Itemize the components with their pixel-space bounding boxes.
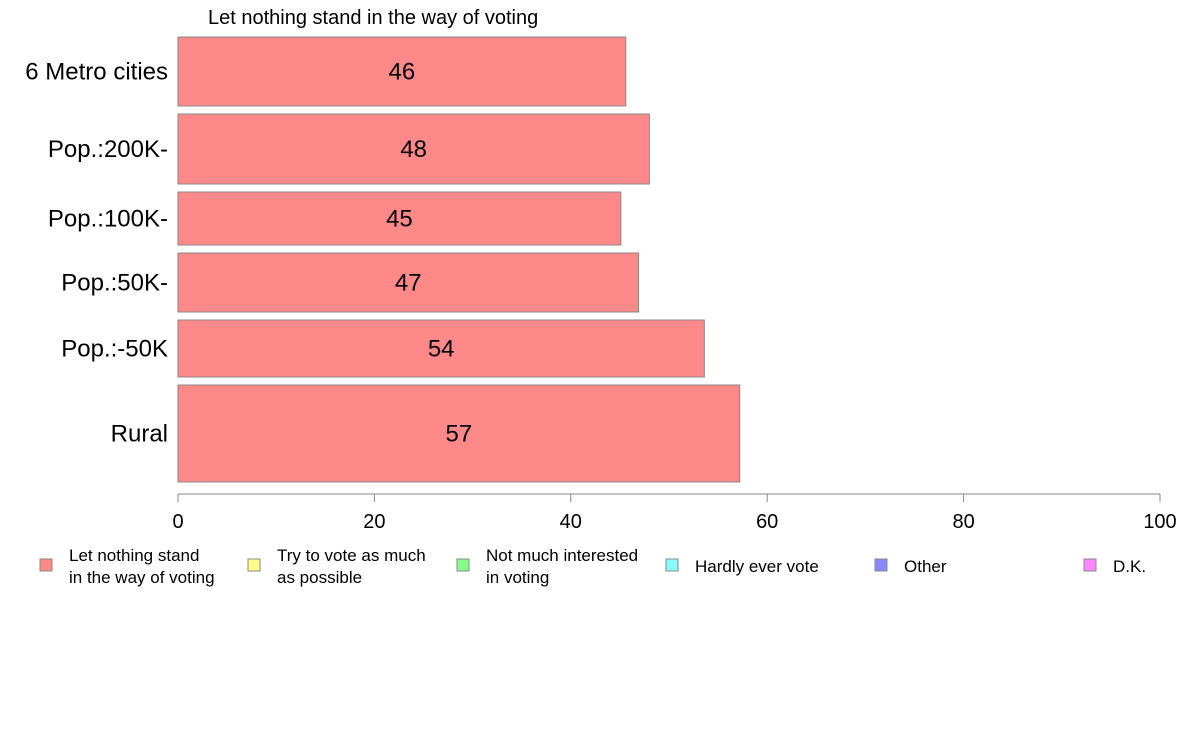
x-tick-label: 0: [172, 511, 183, 533]
legend: Let nothing stand in the way of voting Try…: [39, 546, 1146, 587]
bar: [177, 319, 705, 378]
data-label: 46: [389, 59, 416, 86]
category-label: Pop.:200K-: [48, 136, 168, 163]
bar: [177, 36, 627, 107]
x-tick-label: 60: [756, 511, 778, 533]
data-label: 54: [428, 336, 455, 363]
bars-group: 6 Metro cities 46 Pop.:200K- 48 Pop.:100K- 45…: [25, 36, 741, 483]
x-tick-label: 20: [363, 511, 385, 533]
legend-swatch: [456, 558, 470, 572]
legend-label: Other: [904, 557, 947, 576]
legend-swatch: [874, 558, 888, 572]
bar: [177, 113, 650, 185]
legend-label: Hardly ever vote: [695, 557, 819, 576]
legend-label: Not much interested: [486, 546, 638, 565]
data-label: 45: [386, 206, 413, 233]
x-axis: 0 20 40 60 80 100: [172, 493, 1177, 533]
category-label: 6 Metro cities: [25, 59, 168, 86]
legend-swatch: [39, 558, 53, 572]
category-label: Pop.:100K-: [48, 206, 168, 233]
legend-swatch: [247, 558, 261, 572]
category-label: Pop.:-50K: [61, 336, 168, 363]
x-tick-label: 100: [1143, 511, 1176, 533]
bar: [177, 384, 741, 483]
legend-swatch: [665, 558, 679, 572]
category-label: Pop.:50K-: [61, 270, 168, 297]
data-label: 47: [395, 270, 422, 297]
legend-label: D.K.: [1113, 557, 1146, 576]
x-tick-label: 80: [952, 511, 974, 533]
bar: [177, 191, 622, 246]
category-label: Rural: [111, 421, 168, 448]
legend-label: Let nothing stand: [69, 546, 199, 565]
bar: [177, 252, 640, 313]
legend-label: as possible: [277, 568, 362, 587]
x-tick-label: 40: [560, 511, 582, 533]
legend-label: in voting: [486, 568, 549, 587]
legend-label: Try to vote as much: [277, 546, 426, 565]
legend-label: in the way of voting: [69, 568, 215, 587]
data-label: 57: [446, 421, 473, 448]
legend-swatch: [1083, 558, 1097, 572]
chart-title: Let nothing stand in the way of voting: [208, 7, 538, 29]
data-label: 48: [400, 136, 427, 163]
